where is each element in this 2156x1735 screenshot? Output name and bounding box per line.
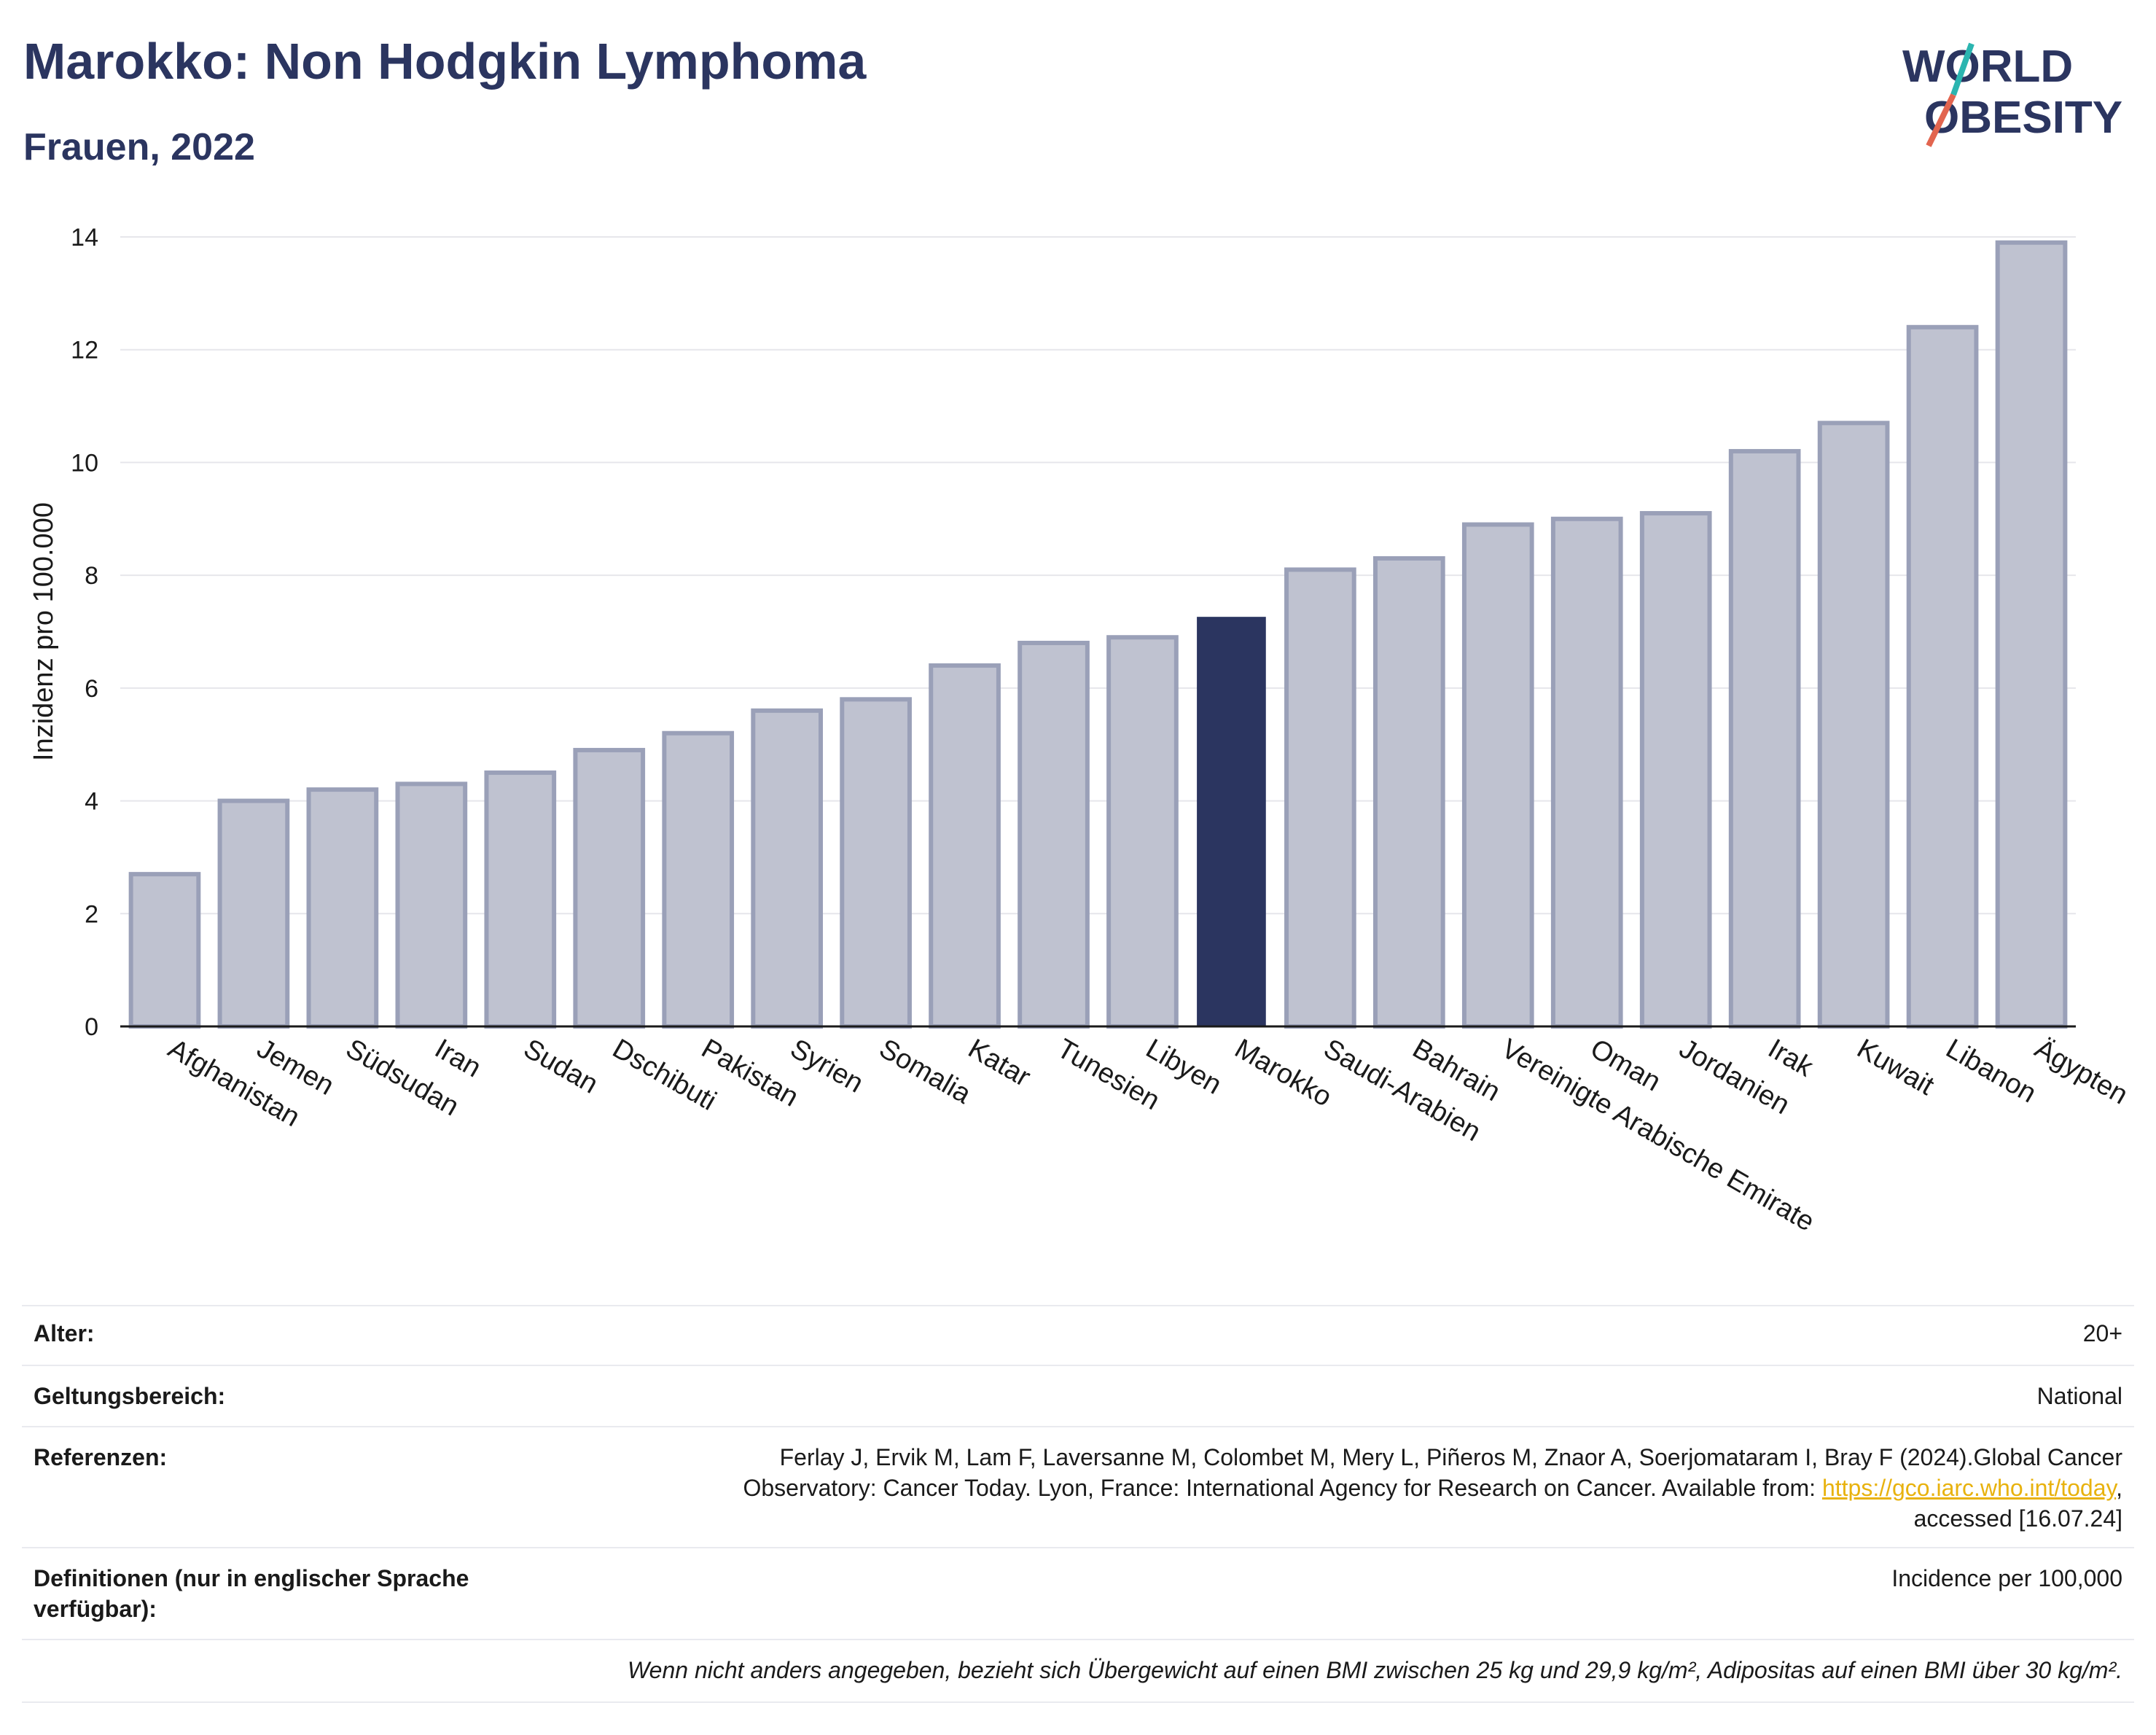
scope-label: Geltungsbereich: [34, 1383, 226, 1409]
bar [1461, 522, 1534, 1029]
bar [1106, 635, 1179, 1029]
bar [751, 708, 824, 1029]
y-tick-label: 0 [85, 1013, 98, 1041]
bar [128, 872, 201, 1029]
meta-row-note: Wenn nicht anders angegeben, bezieht sic… [22, 1639, 2134, 1703]
bar [1817, 421, 1890, 1029]
world-obesity-logo: WORLD OBESITY [1902, 42, 2122, 147]
x-tick-label: Iran [429, 1033, 486, 1083]
y-tick-label: 12 [71, 337, 98, 364]
y-tick-label: 6 [85, 675, 98, 703]
bar [484, 770, 557, 1029]
logo-accent-teal [1950, 42, 1975, 96]
x-tick-label: Marokko [1230, 1033, 1337, 1112]
ref-line2: Observatory: Cancer Today. Lyon, France:… [743, 1475, 2122, 1501]
bar [217, 798, 290, 1029]
y-tick-label: 4 [85, 788, 98, 816]
bar [1639, 511, 1712, 1029]
bar [395, 781, 468, 1029]
ref-line3: accessed [16.07.24] [1913, 1505, 2122, 1532]
bar [1197, 617, 1266, 1027]
def-label: Definitionen (nur in englischer Sprache … [34, 1565, 469, 1622]
def-value: Incidence per 100,000 [1891, 1565, 2122, 1591]
page-title: Marokko: Non Hodgkin Lymphoma [23, 33, 867, 90]
ref-link[interactable]: https://gco.iarc.who.int/today [1821, 1475, 2117, 1501]
bar [1728, 448, 1801, 1029]
x-tick-label: Somalia [874, 1033, 977, 1110]
ref-value: Ferlay J, Ervik M, Lam F, Laversanne M, … [743, 1442, 2122, 1534]
ref-label: Referenzen: [34, 1444, 168, 1470]
ref-line1: Ferlay J, Ervik M, Lam F, Laversanne M, … [779, 1444, 2122, 1470]
y-tick-label: 8 [85, 562, 98, 590]
meta-row-references: Referenzen: Ferlay J, Ervik M, Lam F, La… [22, 1426, 2134, 1547]
page-subtitle: Frauen, 2022 [23, 126, 255, 168]
logo-line1: WORLD [1902, 42, 2073, 92]
bar [929, 663, 1001, 1029]
bar [1372, 555, 1445, 1029]
meta-row-scope: Geltungsbereich: National [22, 1365, 2134, 1426]
y-tick-label: 2 [85, 900, 98, 928]
logo-accent-red [1926, 93, 1956, 147]
bar [1284, 567, 1356, 1029]
metadata-table: Alter: 20+ Geltungsbereich: National Ref… [22, 1305, 2134, 1703]
meta-row-definitions: Definitionen (nur in englischer Sprache … [22, 1547, 2134, 1639]
x-tick-label: Ägypten [2030, 1033, 2133, 1110]
meta-row-age: Alter: 20+ [22, 1305, 2134, 1365]
bar [1906, 324, 1979, 1029]
bar [573, 747, 646, 1029]
bar [1995, 240, 2068, 1029]
x-tick-label: Irak [1763, 1033, 1819, 1083]
y-tick-label: 14 [71, 224, 98, 252]
x-tick-label: Kuwait [1852, 1033, 1940, 1102]
bar [1018, 640, 1090, 1029]
scope-value: National [2036, 1383, 2122, 1409]
bar [306, 787, 379, 1029]
x-tick-label: Sudan [518, 1033, 603, 1099]
bar [662, 730, 735, 1029]
y-axis-title: Inzidenz pro 100.000 [28, 502, 59, 761]
age-label: Alter: [34, 1320, 95, 1346]
x-tick-label: Tunesien [1052, 1033, 1165, 1116]
age-value: 20+ [2082, 1320, 2122, 1346]
y-tick-label: 10 [71, 449, 98, 477]
logo-line2: OBESITY [1924, 93, 2122, 143]
x-tick-label: Libanon [1941, 1033, 2042, 1109]
bar [840, 697, 912, 1029]
bar [1550, 516, 1623, 1029]
bmi-note: Wenn nicht anders angegeben, bezieht sic… [628, 1657, 2122, 1683]
